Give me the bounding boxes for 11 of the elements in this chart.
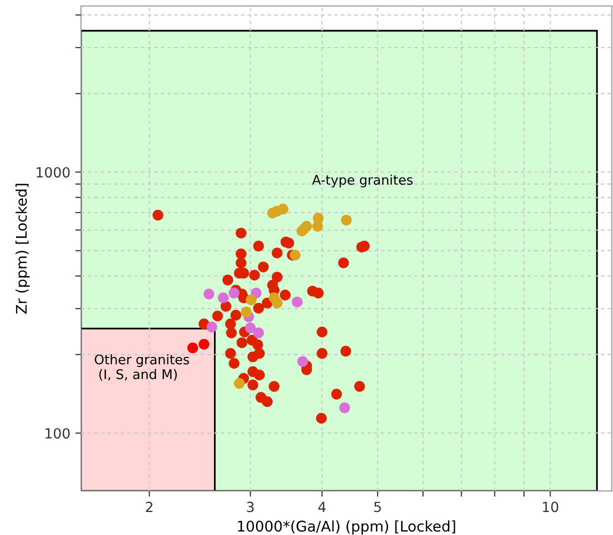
annotation: Other granites (I, S, and M) [94,354,190,381]
x-tick-label: 10 [542,502,558,512]
x-axis-title: 10000*(Ga/Al) (ppm) [Locked] [238,520,456,535]
y-axis-title: Zr (ppm) [Locked] [16,184,30,314]
y-tick-label: 100 [46,428,70,439]
x-tick-label: 4 [318,502,326,512]
annotation: A-type granites [312,174,413,188]
y-tick-label: 1000 [36,167,70,178]
x-tick-label: 2 [146,502,152,512]
x-tick-label: 5 [374,502,381,512]
x-tick-label: 3 [247,502,254,512]
